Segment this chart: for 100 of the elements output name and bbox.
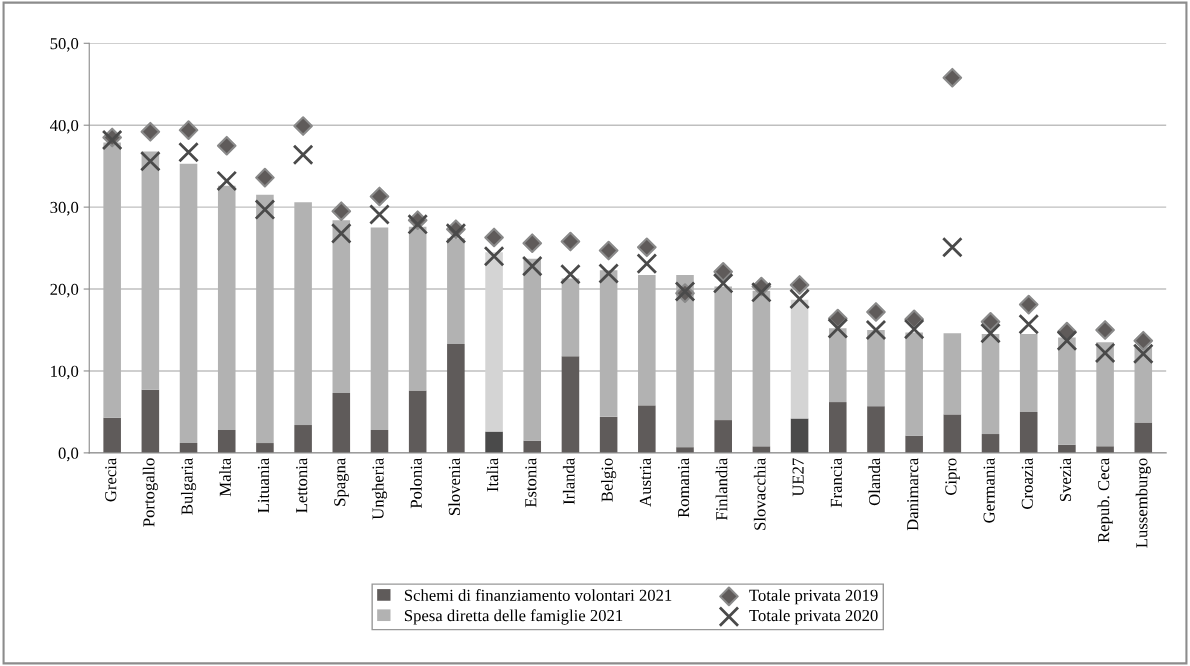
x-tick-label: UE27	[792, 458, 804, 497]
bar	[217, 429, 236, 453]
bar	[447, 238, 465, 344]
point	[1132, 343, 1154, 365]
x-tick-label: Ungheria	[371, 457, 388, 520]
legend-label: Spesa diretta delle famiglie 2021	[404, 609, 623, 625]
x-tick-label: Bulgaria	[180, 457, 197, 515]
point	[598, 263, 620, 284]
point	[140, 121, 161, 142]
bar	[179, 163, 198, 444]
bar	[217, 185, 236, 430]
bar	[370, 429, 389, 453]
x-tick-label: Grecia	[105, 457, 117, 502]
bar	[294, 202, 312, 426]
bar	[790, 418, 809, 453]
bar	[408, 390, 427, 453]
point	[369, 204, 390, 225]
legend-label: Totale privata 2020	[749, 609, 878, 625]
bar	[790, 299, 809, 419]
x-tick-label: Estonia	[525, 457, 537, 508]
x-tick-label: Germania	[983, 457, 995, 523]
bar	[1019, 334, 1038, 412]
point	[789, 275, 810, 295]
bar	[714, 420, 732, 453]
bar	[714, 286, 732, 421]
legend-label: Schemi di finanziamento volontari 2021	[404, 589, 672, 601]
x-tick-label: Slovenia	[448, 457, 461, 515]
bar	[943, 414, 962, 453]
point	[1056, 330, 1078, 352]
bar	[867, 330, 885, 407]
x-tick-label: Slovacchia	[753, 457, 766, 530]
point	[216, 135, 237, 156]
bar	[332, 393, 351, 453]
x-tick-label: Malta	[219, 457, 231, 497]
bar	[599, 416, 618, 453]
bar	[1096, 446, 1114, 453]
bar	[141, 151, 160, 390]
legend-label: Totale privata 2019	[749, 589, 878, 605]
point	[292, 144, 314, 166]
point	[139, 150, 161, 172]
bar	[752, 290, 771, 447]
x-tick-label: Lituania	[257, 457, 270, 513]
point	[942, 67, 963, 88]
bar	[561, 356, 580, 453]
x-tick-label: Lussemburgo	[1135, 458, 1151, 548]
bar	[523, 440, 542, 453]
point	[1018, 294, 1039, 315]
x-tick-label: Austria	[639, 457, 651, 507]
x-tick-label: Irlanda	[562, 457, 575, 505]
bar	[867, 406, 885, 453]
y-tick-label: 50,0	[50, 37, 79, 52]
point	[293, 116, 313, 136]
y-tick-label: 10,0	[51, 365, 79, 380]
bar	[828, 402, 847, 453]
point	[637, 237, 657, 258]
point	[369, 186, 390, 207]
point	[522, 233, 543, 253]
point	[521, 255, 543, 277]
y-tick-label: 40,0	[49, 119, 79, 134]
bar	[523, 258, 542, 441]
bar	[638, 275, 656, 406]
x-tick-label: Finlandia	[715, 457, 728, 521]
point	[713, 262, 734, 282]
x-tick-label: Belgio	[601, 458, 617, 502]
x-tick-label: Spagna	[334, 457, 349, 506]
x-tick-label: Italia	[486, 457, 499, 492]
y-tick-label: 0,0	[58, 447, 79, 462]
y-tick-label: 20,0	[50, 283, 79, 298]
x-tick-label: Olanda	[868, 457, 881, 506]
bar	[447, 343, 465, 453]
point	[712, 272, 734, 294]
point	[255, 167, 275, 188]
x-tick-label: Cipro	[945, 458, 960, 496]
bar	[676, 275, 694, 448]
x-tick-label: Croazia	[1021, 457, 1033, 509]
point	[980, 322, 1001, 344]
x-tick-label: Lettonia	[296, 457, 308, 513]
bar	[943, 333, 962, 415]
point	[827, 317, 849, 339]
bar	[638, 405, 656, 453]
point	[941, 236, 963, 258]
point	[750, 281, 772, 303]
bar	[1134, 422, 1153, 453]
point	[1018, 313, 1040, 335]
x-tick-label: Repub. Ceca	[1097, 457, 1113, 543]
point	[636, 253, 658, 275]
x-tick-label: Polonia	[410, 457, 422, 509]
point	[598, 240, 619, 261]
bar	[294, 425, 312, 453]
point	[1095, 320, 1115, 340]
bar	[1019, 411, 1038, 453]
point	[254, 199, 276, 221]
bar	[599, 270, 618, 417]
bar	[981, 434, 1000, 453]
point	[560, 231, 581, 252]
bar	[103, 142, 121, 418]
bar	[1058, 337, 1076, 445]
bar	[485, 252, 503, 432]
point	[178, 141, 199, 163]
point	[1094, 342, 1116, 364]
